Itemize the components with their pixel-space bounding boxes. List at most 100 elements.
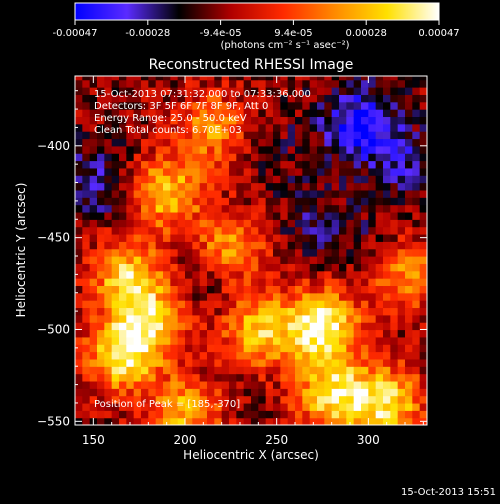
heatmap-cell <box>273 263 281 272</box>
heatmap-cell <box>163 366 171 375</box>
heatmap-cell <box>265 160 274 169</box>
heatmap-cell <box>295 322 303 331</box>
heatmap-cell <box>383 329 391 338</box>
heatmap-cell <box>302 94 311 103</box>
heatmap-cell <box>251 160 259 169</box>
heatmap-cell <box>309 314 318 323</box>
heatmap-cell <box>368 410 377 419</box>
heatmap-cell <box>185 285 193 294</box>
heatmap-cell <box>412 351 421 360</box>
heatmap-cell <box>287 116 296 125</box>
heatmap-cell <box>119 167 127 176</box>
heatmap-cell <box>214 167 223 176</box>
heatmap-cell <box>104 189 113 198</box>
heatmap-cell <box>383 182 391 191</box>
heatmap-cell <box>111 278 120 286</box>
heatmap-cell <box>265 167 274 176</box>
heatmap-cell <box>339 94 347 103</box>
heatmap-cell <box>317 256 325 264</box>
heatmap-cell <box>368 116 377 125</box>
heatmap-cell <box>126 175 135 184</box>
heatmap-cell <box>177 307 186 316</box>
heatmap-cell <box>119 145 127 154</box>
heatmap-cell <box>243 373 252 382</box>
heatmap-cell <box>361 79 369 88</box>
heatmap-cell <box>317 344 325 353</box>
heatmap-cell <box>177 131 186 140</box>
heatmap-cell <box>221 87 230 95</box>
heatmap-cell <box>207 94 215 103</box>
heatmap-cell <box>390 300 399 309</box>
heatmap-cell <box>163 145 171 154</box>
heatmap-cell <box>133 145 142 154</box>
heatmap-cell <box>346 322 355 331</box>
heatmap-cell <box>185 263 193 272</box>
heatmap-cell <box>309 278 318 286</box>
heatmap-cell <box>126 131 135 140</box>
heatmap-cell <box>199 109 208 118</box>
heatmap-cell <box>141 167 149 176</box>
heatmap-cell <box>287 285 296 294</box>
heatmap-cell <box>141 322 149 331</box>
heatmap-cell <box>324 351 333 360</box>
heatmap-cell <box>111 417 120 425</box>
heatmap-cell <box>221 344 230 353</box>
heatmap-cell <box>309 197 318 206</box>
heatmap-cell <box>280 138 289 147</box>
heatmap-cell <box>353 204 362 213</box>
heatmap-cell <box>221 131 230 140</box>
heatmap-cell <box>185 256 193 264</box>
heatmap-cell <box>243 410 252 419</box>
heatmap-cell <box>89 344 98 353</box>
heatmap-cell <box>155 131 164 140</box>
heatmap-cell <box>119 116 127 125</box>
heatmap-cell <box>163 101 171 110</box>
heatmap-cell <box>324 76 333 81</box>
heatmap-cell <box>199 131 208 140</box>
heatmap-cell <box>185 373 193 382</box>
heatmap-cell <box>383 314 391 323</box>
heatmap-cell <box>192 388 201 397</box>
heatmap-cell <box>383 109 391 118</box>
heatmap-cell <box>280 76 289 81</box>
heatmap-cell <box>133 153 142 162</box>
heatmap-cell <box>207 388 215 397</box>
heatmap-cell <box>287 373 296 382</box>
heatmap-cell <box>104 329 113 338</box>
heatmap-cell <box>163 388 171 397</box>
heatmap-cell <box>221 270 230 279</box>
heatmap-cell <box>309 307 318 316</box>
heatmap-cell <box>243 87 252 95</box>
heatmap-cell <box>141 226 149 235</box>
heatmap-cell <box>368 138 377 147</box>
heatmap-cell <box>258 329 267 338</box>
heatmap-cell <box>368 160 377 169</box>
heatmap-cell <box>119 131 127 140</box>
heatmap-cell <box>185 322 193 331</box>
heatmap-cell <box>155 116 164 125</box>
heatmap-cell <box>280 248 289 257</box>
heatmap-cell <box>419 263 427 272</box>
heatmap-cell <box>383 402 391 411</box>
heatmap-cell <box>236 380 245 389</box>
heatmap-cell <box>133 182 142 191</box>
heatmap-cell <box>309 417 318 425</box>
heatmap-cell <box>104 351 113 360</box>
heatmap-cell <box>353 138 362 147</box>
heatmap-cell <box>236 189 245 198</box>
heatmap-cell <box>141 358 149 367</box>
heatmap-cell <box>75 123 83 132</box>
heatmap-cell <box>236 366 245 375</box>
heatmap-cell <box>405 211 413 220</box>
heatmap-cell <box>324 101 333 110</box>
heatmap-cell <box>111 101 120 110</box>
heatmap-cell <box>126 189 135 198</box>
heatmap-cell <box>207 270 215 279</box>
heatmap-cell <box>317 109 325 118</box>
heatmap-cell <box>368 189 377 198</box>
heatmap-cell <box>177 233 186 242</box>
heatmap-cell <box>97 138 105 147</box>
heatmap-cell <box>287 248 296 257</box>
heatmap-cell <box>265 395 274 404</box>
heatmap-cell <box>133 123 142 132</box>
